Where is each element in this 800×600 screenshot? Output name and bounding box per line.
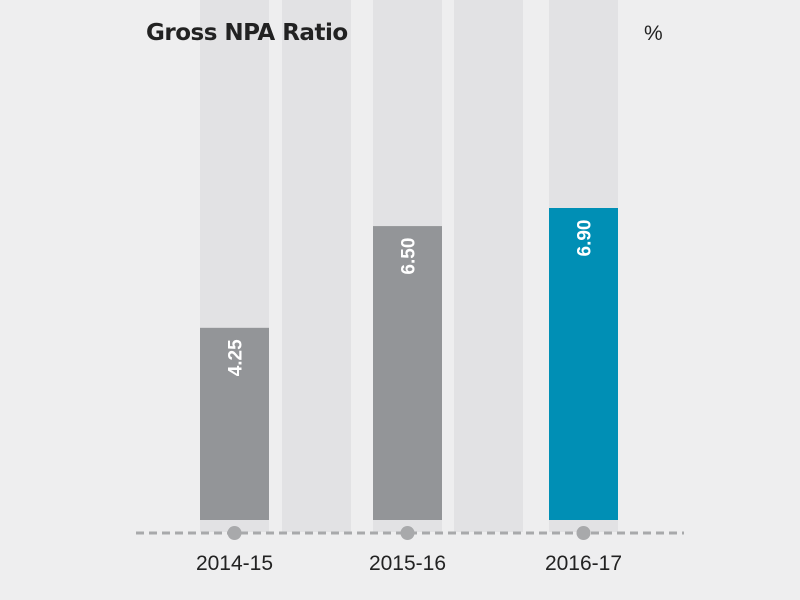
bar-2014-15 bbox=[200, 327, 269, 520]
bar-2015-16 bbox=[373, 226, 442, 520]
bars: 4.25 6.50 6.90 bbox=[200, 208, 618, 520]
marker-2014-15 bbox=[227, 526, 242, 540]
spacer-track-1 bbox=[282, 0, 351, 532]
marker-2015-16 bbox=[400, 526, 415, 540]
bar-2016-17 bbox=[549, 208, 618, 520]
x-tick-labels: 2014-15 2015-16 2016-17 bbox=[196, 552, 622, 575]
baseline-markers bbox=[227, 526, 591, 540]
x-tick-label-2016-17: 2016-17 bbox=[545, 552, 622, 575]
data-label-2015-16: 6.50 bbox=[399, 238, 420, 275]
data-label-2016-17: 6.90 bbox=[575, 220, 596, 257]
spacer-track-2 bbox=[454, 0, 523, 532]
x-tick-label-2014-15: 2014-15 bbox=[196, 552, 273, 575]
chart-title: Gross NPA Ratio bbox=[146, 20, 348, 46]
data-label-2014-15: 4.25 bbox=[226, 339, 247, 376]
unit-label: % bbox=[644, 22, 663, 45]
x-tick-label-2015-16: 2015-16 bbox=[369, 552, 446, 575]
marker-2016-17 bbox=[576, 526, 591, 540]
